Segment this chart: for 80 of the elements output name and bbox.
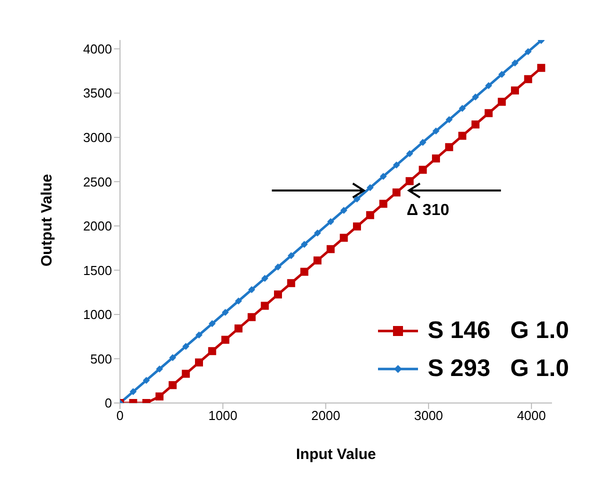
point <box>234 298 242 305</box>
point <box>537 64 546 72</box>
point <box>194 358 203 366</box>
point <box>222 308 229 316</box>
x-tick-label: 3000 <box>414 408 444 424</box>
point <box>155 392 164 400</box>
point <box>288 252 295 260</box>
point <box>419 138 426 146</box>
point <box>261 274 268 282</box>
point <box>234 324 242 332</box>
point <box>366 211 374 220</box>
point <box>340 206 348 214</box>
point <box>248 313 256 322</box>
point <box>352 222 361 230</box>
x-axis-title: Input Value <box>296 446 376 463</box>
point <box>418 166 427 174</box>
point <box>208 347 216 356</box>
point <box>446 116 453 124</box>
point <box>248 286 256 294</box>
point <box>274 290 282 298</box>
y-tick-label: 1500 <box>83 262 112 278</box>
point <box>432 154 440 162</box>
point <box>524 75 532 84</box>
point <box>168 381 177 390</box>
y-tick-label: 500 <box>90 351 112 366</box>
point <box>327 218 334 226</box>
point <box>471 120 480 128</box>
y-tick-label: 2500 <box>83 174 112 190</box>
point <box>498 70 506 78</box>
x-tick-label: 0 <box>116 408 124 424</box>
point <box>445 143 454 152</box>
point <box>182 342 190 350</box>
point <box>458 104 466 112</box>
y-tick-label: 3000 <box>83 130 112 146</box>
point <box>260 302 269 310</box>
legend-label: S 293 G 1.0 <box>428 355 569 383</box>
point <box>313 256 322 264</box>
point <box>169 354 176 362</box>
point <box>380 172 387 180</box>
point <box>366 184 374 192</box>
x-tick-label: 4000 <box>516 408 546 424</box>
point <box>314 230 321 237</box>
y-axis-title: Output Value <box>38 174 56 266</box>
point <box>524 48 532 56</box>
point <box>142 376 150 384</box>
point <box>406 177 414 186</box>
y-tick-label: 3500 <box>83 86 112 101</box>
point <box>472 94 479 101</box>
point <box>392 162 400 169</box>
y-tick-label: 1000 <box>83 307 112 322</box>
x-tick-label: 1000 <box>208 408 238 424</box>
point <box>511 60 518 67</box>
point <box>130 388 137 396</box>
point <box>221 336 230 344</box>
y-tick-label: 2000 <box>83 218 112 234</box>
legend-label: S 146 G 1.0 <box>428 317 569 345</box>
point <box>182 370 190 378</box>
point <box>195 332 202 339</box>
x-tick-label: 2000 <box>311 408 340 424</box>
point <box>392 188 400 196</box>
point <box>274 264 282 271</box>
point <box>485 82 492 90</box>
y-tick-label: 4000 <box>83 41 112 56</box>
point <box>340 234 348 242</box>
point <box>458 132 466 140</box>
point <box>484 109 493 118</box>
point <box>353 196 360 203</box>
point <box>498 98 506 106</box>
point <box>326 245 335 254</box>
point <box>510 86 519 94</box>
point <box>208 320 216 328</box>
point <box>406 150 414 158</box>
point <box>300 268 308 276</box>
y-tick-label: 0 <box>104 396 112 411</box>
point <box>432 128 440 135</box>
annotation: Δ 310 <box>406 202 450 219</box>
point <box>156 366 163 372</box>
point <box>379 200 388 208</box>
point <box>300 240 308 248</box>
point <box>287 279 296 288</box>
